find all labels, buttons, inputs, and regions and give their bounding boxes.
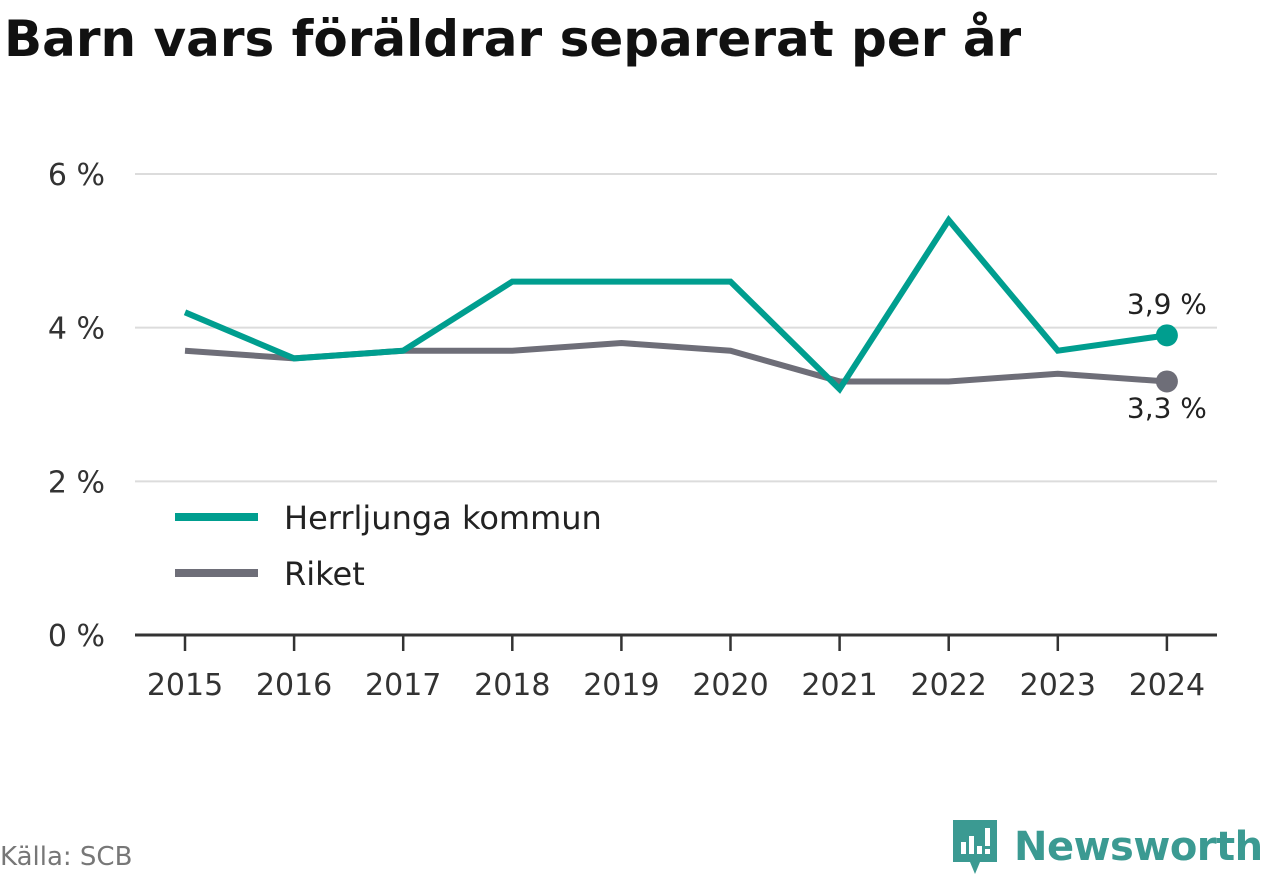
x-tick-label: 2023: [1020, 668, 1096, 703]
y-tick-label: 4 %: [48, 312, 105, 347]
x-tick-label: 2022: [911, 668, 987, 703]
end-label-riket: 3,3 %: [1127, 391, 1207, 424]
x-tick-label: 2021: [801, 668, 877, 703]
series-line-riket: [184, 340, 1168, 385]
x-axis: 2015 2016 2017 2018 2019 2020 2021 2022 2023 2024: [135, 633, 1217, 703]
brand-logo: Newsworthy: [950, 818, 1262, 876]
y-tick-label: 6 %: [48, 158, 105, 193]
x-tick-label: 2024: [1129, 668, 1205, 703]
brand-name: Newsworthy: [1014, 824, 1262, 870]
x-tick-label: 2019: [583, 668, 659, 703]
series-line-herrljunga: [183, 215, 1168, 394]
newsworthy-logo-icon: [953, 820, 997, 874]
end-point-riket: [1155, 370, 1178, 393]
legend-label: Riket: [284, 555, 365, 593]
y-tick-label: 2 %: [48, 465, 105, 500]
x-tick-label: 2018: [474, 668, 550, 703]
x-tick-label: 2015: [147, 668, 223, 703]
grid-lines: [135, 173, 1217, 483]
series-lines: [183, 215, 1178, 394]
end-point-herrljunga: [1155, 324, 1178, 347]
x-tick-label: 2017: [365, 668, 441, 703]
y-axis-ticks: 0 % 2 % 4 % 6 %: [48, 158, 105, 654]
x-tick-label: 2020: [692, 668, 768, 703]
source-credit: Källa: SCB: [0, 842, 133, 872]
chart-title: Barn vars föräldrar separerat per år: [4, 10, 1022, 68]
end-labels: 3,3 % 3,9 %: [1127, 287, 1207, 424]
x-tick-label: 2016: [256, 668, 332, 703]
legend: Herrljunga kommun Riket: [175, 499, 602, 593]
end-label-herrljunga: 3,9 %: [1127, 287, 1207, 320]
y-tick-label: 0 %: [48, 619, 105, 654]
legend-label: Herrljunga kommun: [284, 499, 602, 537]
